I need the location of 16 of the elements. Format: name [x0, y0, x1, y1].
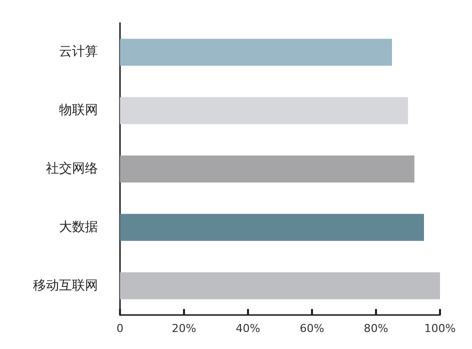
- bar: [120, 214, 424, 241]
- bar: [120, 272, 440, 300]
- bar: [120, 97, 408, 124]
- x-tick-label: 20%: [172, 322, 196, 335]
- x-tick-label: 40%: [236, 322, 260, 335]
- bar: [120, 156, 414, 182]
- y-tick-label: 物联网: [59, 103, 98, 118]
- y-tick-label: 社交网络: [46, 160, 98, 176]
- y-tick-label: 云计算: [59, 44, 98, 60]
- x-tick-label: 60%: [300, 322, 324, 335]
- x-tick-label: 100%: [424, 322, 456, 335]
- y-tick-label: 移动互联网: [33, 278, 98, 294]
- y-tick-label: 大数据: [59, 220, 98, 235]
- x-tick-label: 80%: [364, 322, 388, 335]
- x-tick-label: 0: [116, 322, 124, 335]
- bar: [120, 38, 392, 66]
